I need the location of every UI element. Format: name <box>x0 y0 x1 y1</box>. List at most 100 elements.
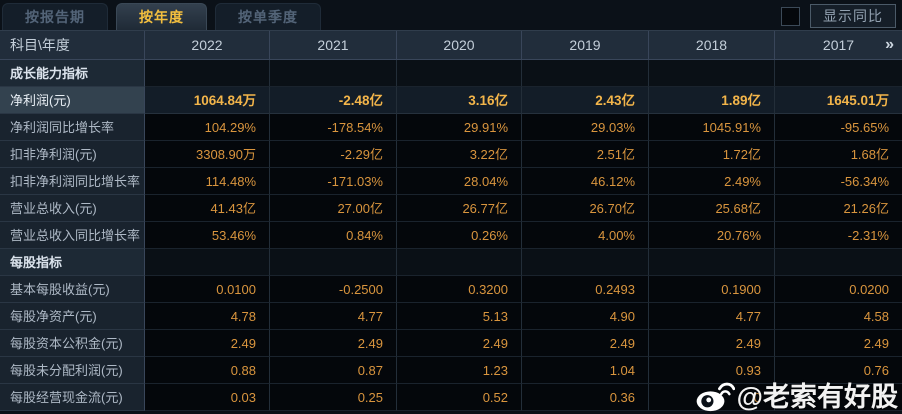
value-cell <box>522 60 649 87</box>
value-cell: 2.43亿 <box>522 87 649 114</box>
value-cell: 3.22亿 <box>397 141 522 168</box>
tab-by-quarter[interactable]: 按单季度 <box>215 3 321 30</box>
value-cell: 2.51亿 <box>522 141 649 168</box>
row-label: 每股净资产(元) <box>0 303 145 330</box>
value-cell <box>397 60 522 87</box>
table-body: 成长能力指标 净利润(元) 1064.84万 -2.48亿 3.16亿 2.43亿 1.89… <box>0 60 902 411</box>
value-cell: 4.58 <box>775 303 902 330</box>
row-label: 净利润(元) <box>0 87 145 114</box>
table-row[interactable]: 每股经营现金流(元) 0.03 0.25 0.52 0.36 0 <box>0 384 902 411</box>
row-label: 每股未分配利润(元) <box>0 357 145 384</box>
table-row[interactable]: 净利润(元) 1064.84万 -2.48亿 3.16亿 2.43亿 1.89亿 1645.… <box>0 87 902 114</box>
row-label: 每股资本公积金(元) <box>0 330 145 357</box>
corner-header: 科目\年度 <box>0 31 145 59</box>
year-header-2017[interactable]: 2017 » <box>775 31 902 59</box>
year-header-2021[interactable]: 2021 <box>270 31 397 59</box>
show-yoy-checkbox[interactable] <box>781 7 800 26</box>
value-cell <box>522 249 649 276</box>
value-cell: 0.0200 <box>775 276 902 303</box>
value-cell: 25.68亿 <box>649 195 775 222</box>
value-cell <box>775 384 902 411</box>
value-cell: 0.25 <box>270 384 397 411</box>
year-header-label: 2022 <box>191 37 223 53</box>
value-cell: 4.90 <box>522 303 649 330</box>
year-header-2018[interactable]: 2018 <box>649 31 775 59</box>
show-yoy-button[interactable]: 显示同比 <box>810 4 896 28</box>
year-header-2020[interactable]: 2020 <box>397 31 522 59</box>
value-cell: 0.3200 <box>397 276 522 303</box>
tab-bar: 按报告期 按年度 按单季度 显示同比 <box>0 0 902 30</box>
row-label: 基本每股收益(元) <box>0 276 145 303</box>
table-row[interactable]: 营业总收入同比增长率 53.46% 0.84% 0.26% 4.00% 20.76% -2.… <box>0 222 902 249</box>
value-cell: 104.29% <box>145 114 270 141</box>
value-cell <box>145 60 270 87</box>
value-cell: 2.49 <box>649 330 775 357</box>
value-cell: 20.76% <box>649 222 775 249</box>
value-cell: 0.52 <box>397 384 522 411</box>
value-cell: 29.91% <box>397 114 522 141</box>
more-years-icon[interactable]: » <box>885 36 894 53</box>
value-cell: 4.77 <box>270 303 397 330</box>
year-header-2019[interactable]: 2019 <box>522 31 649 59</box>
value-cell: 29.03% <box>522 114 649 141</box>
value-cell: 1.04 <box>522 357 649 384</box>
table-row[interactable]: 每股净资产(元) 4.78 4.77 5.13 4.90 4.77 4.58 <box>0 303 902 330</box>
year-header-2022[interactable]: 2022 <box>145 31 270 59</box>
table-row[interactable]: 每股未分配利润(元) 0.88 0.87 1.23 1.04 0.93 0.76 <box>0 357 902 384</box>
value-cell: 0.93 <box>649 357 775 384</box>
value-cell: -171.03% <box>270 168 397 195</box>
row-label: 每股经营现金流(元) <box>0 384 145 411</box>
table-header-row: 科目\年度 2022 2021 2020 2019 2018 2017 » <box>0 30 902 60</box>
table-row[interactable]: 每股指标 <box>0 249 902 276</box>
value-cell <box>649 249 775 276</box>
table-row[interactable]: 基本每股收益(元) 0.0100 -0.2500 0.3200 0.2493 0.1900… <box>0 276 902 303</box>
year-header-label: 2020 <box>443 37 475 53</box>
value-cell: 1.23 <box>397 357 522 384</box>
value-cell: 2.49 <box>270 330 397 357</box>
value-cell <box>145 249 270 276</box>
value-cell: -2.48亿 <box>270 87 397 114</box>
value-cell: 0.26% <box>397 222 522 249</box>
value-cell <box>649 60 775 87</box>
row-label: 扣非净利润(元) <box>0 141 145 168</box>
value-cell: 2.49 <box>397 330 522 357</box>
year-header-label: 2019 <box>569 37 601 53</box>
table-row[interactable]: 每股资本公积金(元) 2.49 2.49 2.49 2.49 2.49 2.49 <box>0 330 902 357</box>
value-cell: 0.87 <box>270 357 397 384</box>
row-label: 扣非净利润同比增长率 <box>0 168 145 195</box>
value-cell: 5.13 <box>397 303 522 330</box>
value-cell: 0.84% <box>270 222 397 249</box>
value-cell: 1.72亿 <box>649 141 775 168</box>
value-cell: 0.03 <box>145 384 270 411</box>
value-cell: 1064.84万 <box>145 87 270 114</box>
value-cell: -178.54% <box>270 114 397 141</box>
table-row[interactable]: 成长能力指标 <box>0 60 902 87</box>
value-cell: -2.31% <box>775 222 902 249</box>
value-cell: 2.49 <box>775 330 902 357</box>
value-cell: -56.34% <box>775 168 902 195</box>
value-cell: -2.29亿 <box>270 141 397 168</box>
year-header-label: 2017 <box>822 37 855 53</box>
table-row[interactable]: 营业总收入(元) 41.43亿 27.00亿 26.77亿 26.70亿 25.68亿 21… <box>0 195 902 222</box>
value-cell: 21.26亿 <box>775 195 902 222</box>
value-cell: -0.2500 <box>270 276 397 303</box>
value-cell: 4.00% <box>522 222 649 249</box>
tab-by-report-period[interactable]: 按报告期 <box>2 3 108 30</box>
value-cell: 2.49% <box>649 168 775 195</box>
tab-by-year[interactable]: 按年度 <box>116 3 207 30</box>
table-row[interactable]: 净利润同比增长率 104.29% -178.54% 29.91% 29.03% 1045.… <box>0 114 902 141</box>
value-cell: 46.12% <box>522 168 649 195</box>
value-cell: 26.77亿 <box>397 195 522 222</box>
table-row[interactable]: 扣非净利润(元) 3308.90万 -2.29亿 3.22亿 2.51亿 1.72亿 1.6… <box>0 141 902 168</box>
value-cell: 2.49 <box>145 330 270 357</box>
value-cell: 1645.01万 <box>775 87 902 114</box>
table-row[interactable]: 扣非净利润同比增长率 114.48% -171.03% 28.04% 46.12% 2.4… <box>0 168 902 195</box>
value-cell: 1045.91% <box>649 114 775 141</box>
value-cell: 0.1900 <box>649 276 775 303</box>
value-cell: 3.16亿 <box>397 87 522 114</box>
value-cell: 4.78 <box>145 303 270 330</box>
value-cell: 1.89亿 <box>649 87 775 114</box>
value-cell <box>270 60 397 87</box>
row-label: 营业总收入(元) <box>0 195 145 222</box>
value-cell: 0.76 <box>775 357 902 384</box>
